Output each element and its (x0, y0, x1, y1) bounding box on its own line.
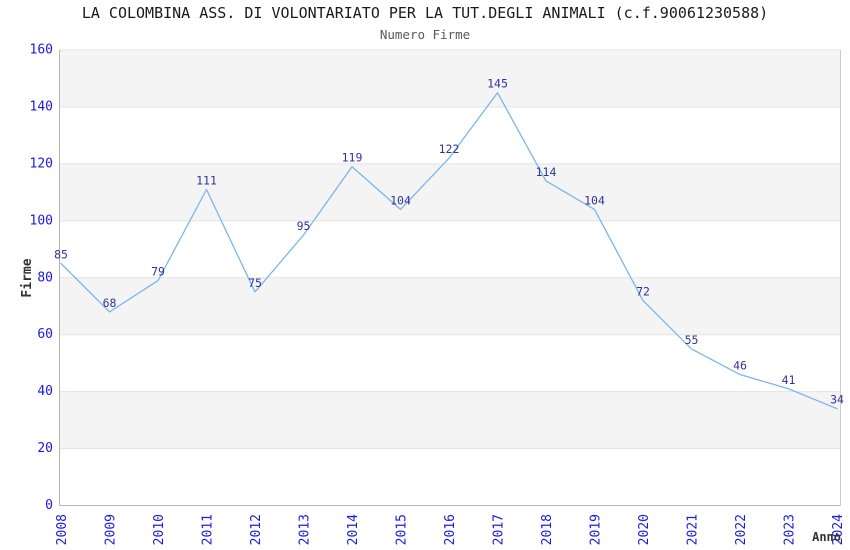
y-tick-label: 140 (30, 99, 53, 114)
data-label: 111 (196, 173, 217, 187)
x-tick-label: 2016 (443, 514, 458, 545)
y-tick-label: 0 (45, 498, 53, 513)
x-tick-label: 2010 (152, 514, 167, 545)
chart-subtitle: Numero Firme (379, 27, 471, 42)
y-tick-label: 100 (30, 213, 53, 228)
x-tick-label: 2018 (540, 514, 555, 545)
data-label: 68 (103, 296, 117, 310)
data-label: 85 (54, 248, 68, 262)
data-label: 104 (584, 193, 605, 207)
plot-band (59, 50, 841, 107)
data-label: 34 (830, 393, 844, 407)
x-tick-label: 2020 (637, 514, 652, 545)
data-label: 79 (151, 265, 165, 279)
plot-band (59, 277, 841, 335)
data-label: 75 (248, 276, 262, 290)
data-label: 46 (733, 359, 747, 373)
data-label: 41 (782, 373, 796, 387)
data-label: 122 (439, 142, 460, 156)
plot-band (59, 391, 841, 449)
series-line (60, 92, 838, 410)
y-tick-label: 40 (37, 384, 53, 399)
y-tick-label: 120 (30, 156, 53, 171)
data-label: 145 (487, 77, 508, 91)
x-axis-title: Anno (812, 530, 841, 544)
x-tick-label: 2022 (734, 514, 749, 545)
x-tick-label: 2017 (492, 514, 507, 545)
x-tick-label: 2024 (831, 514, 846, 545)
chart-title: LA COLOMBINA ASS. DI VOLONTARIATO PER LA… (81, 4, 769, 22)
y-tick-label: 160 (30, 43, 53, 58)
data-label: 72 (636, 285, 650, 299)
x-tick-label: 2019 (589, 514, 604, 545)
x-tick-label: 2013 (298, 514, 313, 545)
y-tick-label: 20 (37, 441, 53, 456)
x-tick-label: 2023 (783, 514, 798, 545)
x-tick-label: 2015 (395, 514, 410, 545)
y-axis-title: Firme (20, 258, 35, 297)
plot-band (59, 163, 841, 221)
data-label: 55 (685, 333, 699, 347)
x-tick-label: 2009 (104, 514, 119, 545)
data-label: 104 (390, 193, 411, 207)
x-tick-label: 2011 (201, 514, 216, 545)
data-label: 119 (342, 151, 363, 165)
y-tick-label: 80 (37, 270, 53, 285)
x-tick-label: 2021 (686, 514, 701, 545)
y-tick-label: 60 (37, 327, 53, 342)
data-label: 95 (297, 219, 311, 233)
x-tick-label: 2012 (249, 514, 264, 545)
x-tick-label: 2014 (346, 514, 361, 545)
x-tick-label: 2008 (55, 514, 70, 545)
data-label: 114 (536, 165, 557, 179)
